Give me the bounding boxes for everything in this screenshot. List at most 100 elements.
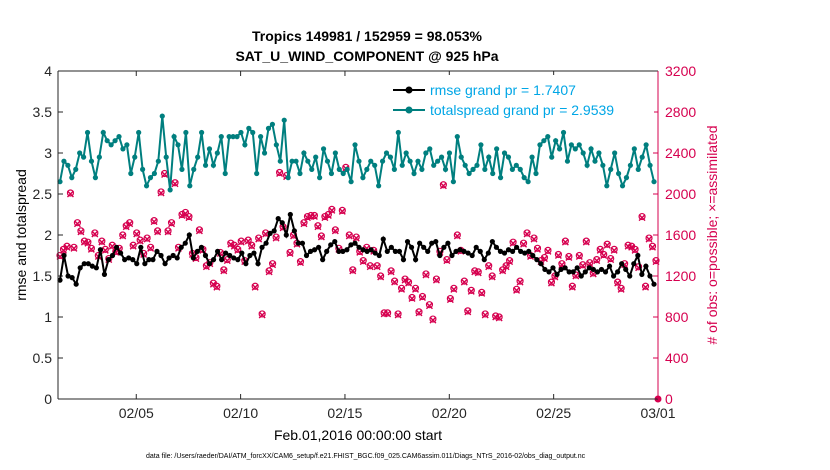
- obs-possible-point: [352, 233, 360, 241]
- obs-possible-point: [73, 219, 82, 227]
- totalspread-point: [140, 166, 146, 172]
- obs-possible-point: [533, 244, 542, 252]
- totalspread-point: [214, 150, 220, 156]
- obs-possible-point: [554, 250, 563, 259]
- obs-possible-point: [265, 267, 273, 275]
- totalspread-point: [478, 142, 484, 148]
- obs-possible-point: [607, 254, 615, 263]
- obs-assimilated-point: [460, 278, 468, 286]
- obs-assimilated-point: [373, 263, 381, 271]
- rmse-point: [134, 261, 140, 267]
- obs-possible-point: [425, 301, 434, 309]
- obs-possible-point: [610, 245, 618, 253]
- obs-possible-point: [300, 219, 308, 227]
- totalspread-point: [486, 154, 492, 160]
- rmse-point: [122, 257, 128, 263]
- totalspread-point: [155, 158, 161, 164]
- right-axis-ticks: 0 400 800 1200 1600 2000 2400 2800 3200: [653, 63, 696, 407]
- rmse-point: [380, 236, 386, 242]
- obs-assimilated-point: [272, 234, 280, 242]
- obs-assimilated-point: [614, 279, 622, 287]
- totalspread-point: [639, 154, 645, 160]
- obs-possible-point: [181, 208, 190, 217]
- left-tick-label: 3.5: [33, 104, 53, 120]
- rmse-series-group: [57, 211, 657, 287]
- obs-possible-point: [286, 248, 294, 257]
- rmse-point: [316, 244, 322, 250]
- obs-possible-point: [561, 237, 569, 245]
- obs-possible-point: [390, 277, 399, 285]
- totalspread-point: [415, 158, 421, 164]
- obs-assimilated-point: [286, 249, 294, 257]
- legend-box: [389, 75, 654, 121]
- obs-assimilated-point: [150, 218, 158, 226]
- rmse-point: [307, 248, 314, 254]
- rmse-point: [518, 248, 524, 254]
- obs-possible-point: [464, 307, 472, 315]
- totalspread-point: [289, 158, 295, 164]
- obs-assimilated-point: [481, 311, 489, 319]
- obs-assimilated-point: [171, 180, 179, 188]
- totalspread-point: [128, 170, 134, 177]
- totalspread-point: [387, 154, 394, 160]
- totalspread-point: [517, 166, 523, 172]
- totalspread-point: [108, 142, 114, 148]
- obs-possible-point: [258, 310, 266, 318]
- legend-totalspread-marker: [405, 106, 413, 114]
- obs-assimilated-point: [352, 234, 360, 242]
- totalspread-point: [635, 166, 641, 172]
- obs-possible-point: [119, 231, 127, 239]
- totalspread-point: [423, 150, 429, 156]
- rmse-point: [93, 265, 99, 271]
- obs-assimilated-point: [439, 182, 447, 190]
- obs-assimilated-point: [575, 253, 583, 261]
- totalspread-point: [195, 154, 201, 160]
- rmse-point: [130, 257, 136, 263]
- rmse-point: [465, 250, 471, 256]
- obs-assimilated-point: [269, 261, 277, 269]
- rmse-point: [550, 265, 556, 271]
- rmse-point: [554, 271, 560, 277]
- obs-assimilated-point: [645, 235, 653, 243]
- obs-assimilated-point: [495, 314, 503, 322]
- totalspread-point: [242, 142, 248, 148]
- rmse-point: [202, 252, 209, 259]
- right-tick-label: 3200: [665, 63, 696, 79]
- obs-assimilated-point: [554, 252, 562, 259]
- obs-assimilated-point: [516, 278, 524, 286]
- obs-assimilated-point: [324, 212, 332, 220]
- left-tick-label: 2: [44, 227, 52, 243]
- rmse-point: [142, 261, 148, 267]
- obs-assimilated-point: [394, 311, 402, 319]
- totalspread-point: [596, 150, 602, 156]
- obs-assimilated-point: [265, 268, 273, 276]
- obs-assimilated-point: [474, 269, 482, 277]
- totalspread-point: [584, 162, 590, 168]
- obs-possible-point: [638, 212, 646, 221]
- totalspread-point: [183, 129, 189, 136]
- rmse-point: [574, 265, 580, 271]
- obs-possible-point: [171, 179, 179, 187]
- totalspread-point: [537, 142, 543, 148]
- obs-assimilated-point: [547, 279, 555, 287]
- obs-assimilated-point: [63, 243, 71, 251]
- rmse-point: [320, 257, 326, 263]
- totalspread-point: [313, 154, 319, 160]
- obs-possible-point: [185, 212, 193, 221]
- rmse-point: [174, 255, 180, 261]
- obs-assimilated-point: [631, 246, 639, 254]
- obs-possible-point: [237, 237, 245, 245]
- rmse-point: [538, 261, 544, 267]
- totalspread-point: [293, 158, 299, 164]
- obs-assimilated-point: [450, 285, 458, 293]
- obs-possible-point: [269, 260, 277, 268]
- obs-assimilated-point: [415, 309, 423, 317]
- totalspread-point: [549, 154, 555, 160]
- rmse-point: [158, 252, 164, 259]
- totalspread-point: [112, 138, 118, 144]
- rmse-point: [186, 232, 192, 238]
- left-tick-label: 2.5: [33, 186, 53, 202]
- obs-assimilated-point: [248, 242, 256, 250]
- rmse-point: [453, 248, 459, 254]
- totalspread-point: [61, 158, 67, 164]
